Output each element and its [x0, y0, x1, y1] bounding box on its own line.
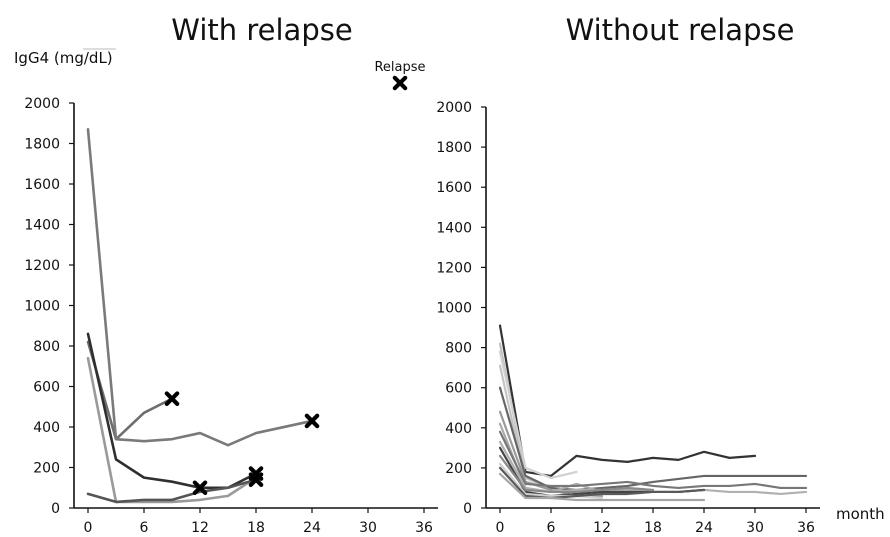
legend-relapse-marker	[392, 75, 408, 91]
y-tick-label: 800	[445, 341, 472, 357]
series-line-12	[498, 462, 604, 500]
series-line-2	[86, 128, 314, 447]
y-tick-label: 2000	[436, 100, 472, 116]
y-tick-label: 400	[445, 421, 472, 437]
relapse-marker-2	[304, 413, 320, 429]
y-tick-label: 2000	[24, 96, 60, 112]
relapse-marker-3	[192, 480, 208, 496]
x-tick-label: 0	[84, 520, 93, 536]
y-tick-label: 1200	[436, 260, 472, 276]
y-tick-label: 1800	[24, 137, 60, 153]
x-axis-label: month	[836, 505, 885, 523]
y-tick-label: 200	[445, 461, 472, 477]
series-line-3	[498, 350, 578, 480]
y-tick-label: 400	[33, 420, 60, 436]
relapse-marker-1	[164, 391, 180, 406]
series-line-13	[498, 466, 706, 500]
y-axis-ticks: 0 200 400 600 800 1000 1200 1400 1600 1800 2000	[436, 100, 486, 517]
y-tick-label: 200	[33, 461, 60, 477]
y-tick-label: 0	[463, 501, 472, 517]
y-tick-label: 1800	[436, 140, 472, 156]
x-tick-label: 18	[247, 520, 265, 536]
x-tick-label: 12	[191, 520, 209, 536]
x-tick-label: 30	[359, 520, 377, 536]
series-line-11	[498, 454, 655, 494]
x-tick-label: 0	[496, 520, 505, 536]
y-tick-label: 1000	[436, 301, 472, 317]
x-tick-label: 24	[695, 520, 713, 536]
series-line-14	[498, 472, 706, 502]
y-tick-label: 1400	[436, 220, 472, 236]
series-line-5	[86, 478, 258, 504]
legend-label: Relapse	[374, 60, 425, 75]
series-line-1	[498, 324, 757, 478]
y-axis-ticks: 0 200 400 600 800 1000 1200 1400 1600 1800 2000	[24, 96, 74, 517]
x-axis-ticks: 0 6 12 18 24 30 36	[84, 508, 433, 536]
chart-title: With relapse	[171, 13, 352, 47]
series-group	[86, 128, 314, 504]
chart-without-relapse: Without relapse month 0 200 400 600 800 1000 1…	[436, 13, 884, 536]
x-tick-label: 12	[593, 520, 611, 536]
y-tick-label: 600	[33, 380, 60, 396]
y-tick-label: 800	[33, 339, 60, 355]
y-tick-label: 600	[445, 381, 472, 397]
y-tick-label: 1200	[24, 258, 60, 274]
x-tick-label: 6	[547, 520, 556, 536]
y-tick-label: 1400	[24, 218, 60, 234]
series-line-1	[86, 340, 174, 441]
x-tick-label: 6	[140, 520, 149, 536]
y-axis-label: IgG4 (mg/dL)	[14, 49, 113, 67]
series-line-8	[498, 430, 808, 490]
y-tick-label: 1600	[436, 180, 472, 196]
x-tick-label: 18	[644, 520, 662, 536]
x-tick-label: 36	[797, 520, 815, 536]
series-group	[498, 324, 808, 502]
x-axis-ticks: 0 6 12 18 24 30 36	[496, 508, 815, 536]
x-tick-label: 36	[415, 520, 433, 536]
y-tick-label: 1600	[24, 177, 60, 193]
series-line-5	[498, 386, 808, 492]
chart-title: Without relapse	[566, 13, 795, 47]
y-tick-label: 0	[51, 501, 60, 517]
x-tick-label: 30	[746, 520, 764, 536]
relapse-marker-5	[248, 472, 264, 487]
y-tick-label: 1000	[24, 299, 60, 315]
relapse-markers	[164, 391, 320, 496]
x-tick-label: 24	[303, 520, 321, 536]
legend-x-icon	[392, 75, 408, 91]
chart-with-relapse: With relapse IgG4 (mg/dL) Relapse 0 200 40…	[14, 13, 438, 536]
